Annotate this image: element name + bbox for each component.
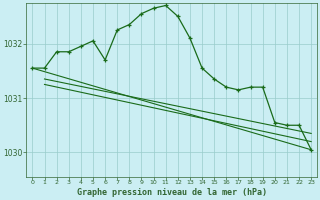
X-axis label: Graphe pression niveau de la mer (hPa): Graphe pression niveau de la mer (hPa) [77,188,267,197]
